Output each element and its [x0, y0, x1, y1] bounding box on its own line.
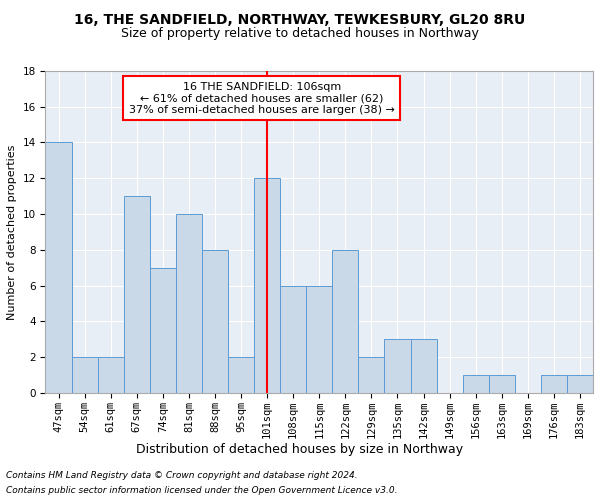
Text: Distribution of detached houses by size in Northway: Distribution of detached houses by size …	[136, 442, 464, 456]
Bar	[46, 142, 71, 393]
Text: Contains public sector information licensed under the Open Government Licence v3: Contains public sector information licen…	[6, 486, 398, 495]
Text: Size of property relative to detached houses in Northway: Size of property relative to detached ho…	[121, 28, 479, 40]
Text: Contains HM Land Registry data © Crown copyright and database right 2024.: Contains HM Land Registry data © Crown c…	[6, 471, 358, 480]
Bar	[150, 268, 176, 393]
Bar	[541, 375, 567, 393]
Bar	[489, 375, 515, 393]
Bar	[202, 250, 228, 393]
Y-axis label: Number of detached properties: Number of detached properties	[7, 144, 17, 320]
Bar	[254, 178, 280, 393]
Bar	[463, 375, 489, 393]
Bar	[306, 286, 332, 393]
Text: 16, THE SANDFIELD, NORTHWAY, TEWKESBURY, GL20 8RU: 16, THE SANDFIELD, NORTHWAY, TEWKESBURY,…	[74, 12, 526, 26]
Bar	[98, 357, 124, 393]
Bar	[176, 214, 202, 393]
Bar	[124, 196, 150, 393]
Bar	[280, 286, 306, 393]
Bar	[385, 340, 410, 393]
Bar	[567, 375, 593, 393]
Text: 16 THE SANDFIELD: 106sqm
← 61% of detached houses are smaller (62)
37% of semi-d: 16 THE SANDFIELD: 106sqm ← 61% of detach…	[129, 82, 395, 115]
Bar	[228, 357, 254, 393]
Bar	[332, 250, 358, 393]
Bar	[71, 357, 98, 393]
Bar	[410, 340, 437, 393]
Bar	[358, 357, 385, 393]
